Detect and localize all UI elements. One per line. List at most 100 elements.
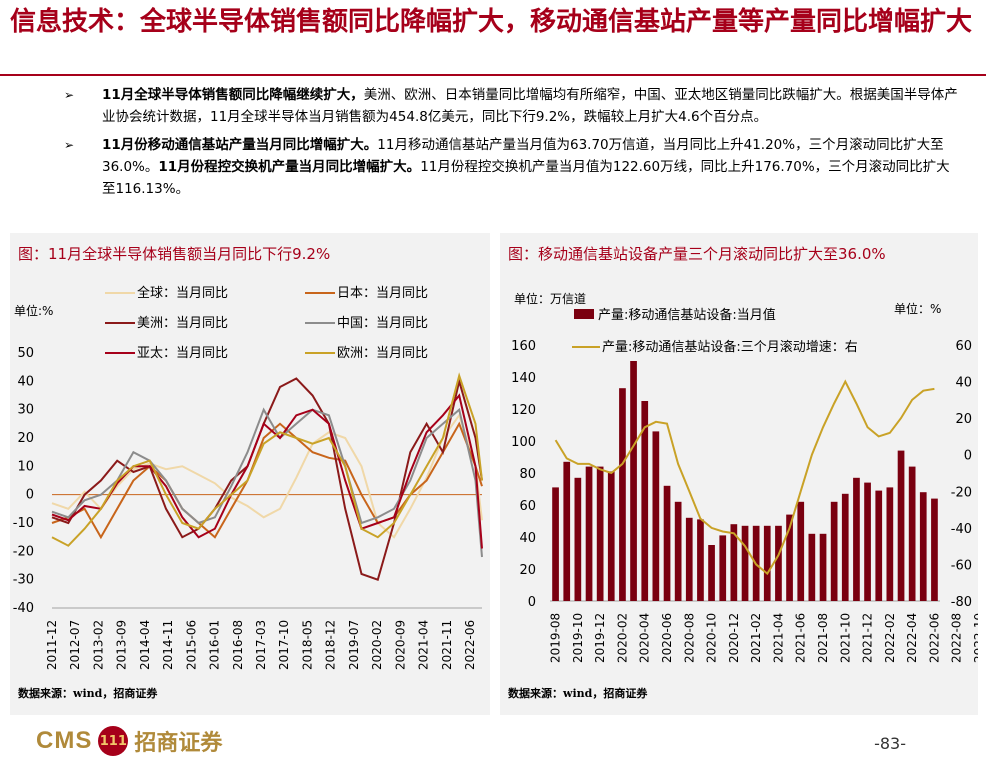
- chart-panel-basestation: 图：移动通信基站设备产量三个月滚动同比扩大至36.0% 单位：万信道 单位：% 16…: [500, 233, 978, 715]
- bar: [763, 525, 771, 601]
- x-tick-label: 2022-06: [463, 620, 477, 670]
- bar: [663, 485, 671, 601]
- title-rule: [0, 74, 986, 76]
- y-right-tick-label: 20: [955, 412, 972, 427]
- series-line: [554, 379, 935, 576]
- y-right-tick-label: -20: [951, 485, 972, 500]
- x-tick-label: 2020-02: [370, 620, 384, 670]
- bullet-list: ➢ 11月全球半导体销售额同比降幅继续扩大，美洲、欧洲、日本销量同比增幅均有所缩…: [62, 84, 962, 206]
- chart-panel-semiconductor: 图：11月全球半导体销售额当月同比下行9.2% 单位:% 50 40 30 20 10 0 -…: [10, 233, 490, 715]
- y-tick-label: 30: [17, 403, 34, 418]
- x-tick-label: 2015-06: [184, 620, 198, 670]
- bar: [607, 471, 615, 601]
- bullet-1-text: 美洲、欧洲、日本销量同比增幅均有所缩窄，中国、亚太地区销量同比跌幅扩大。根据美国…: [102, 87, 958, 125]
- x-tick-label: 2022-10: [972, 613, 978, 663]
- y-left-tick-label: 0: [528, 595, 536, 610]
- slide-title: 信息技术：全球半导体销售额同比降幅扩大，移动通信基站产量等产量同比增幅扩大: [10, 7, 973, 37]
- bullet-2-bold: 11月份移动通信基站产量当月同比增幅扩大。: [102, 137, 378, 153]
- x-tick-label: 2012-07: [68, 620, 82, 670]
- series-line: [51, 377, 483, 581]
- bar: [775, 525, 782, 601]
- y-tick-label: 40: [17, 374, 34, 389]
- x-tick-label: 2020-08: [682, 613, 696, 663]
- bar: [886, 487, 894, 601]
- bar: [919, 492, 927, 601]
- legend-label: 美洲：当月同比: [137, 316, 228, 331]
- legend-label: 全球：当月同比: [137, 285, 228, 301]
- y-right-tick-label: 0: [964, 449, 972, 464]
- bar: [908, 466, 916, 601]
- x-tick-label: 2019-10: [571, 613, 585, 663]
- x-tick-label: 2021-12: [861, 613, 875, 663]
- bullet-1-bold: 11月全球半导体销售额同比降幅继续扩大，: [102, 87, 364, 103]
- bar: [685, 517, 693, 601]
- chart-title: 图：11月全球半导体销售额当月同比下行9.2%: [18, 245, 331, 263]
- x-tick-label: 2013-09: [115, 620, 129, 670]
- x-tick-label: 2021-04: [771, 613, 785, 663]
- x-tick-label: 2021-08: [816, 613, 830, 663]
- y-tick-label: 50: [17, 346, 34, 361]
- y-right-tick-label: -60: [951, 558, 972, 573]
- bar: [819, 533, 827, 601]
- bar: [552, 487, 559, 601]
- y-right-tick-label: 60: [955, 339, 972, 354]
- series-line: [51, 372, 483, 547]
- broker-name: 招商证券: [134, 730, 223, 756]
- bar: [931, 498, 938, 601]
- bar: [897, 450, 905, 601]
- y-right-unit: 单位：%: [894, 301, 941, 316]
- bar: [630, 361, 637, 601]
- y-right-tick-label: 40: [955, 376, 972, 391]
- bullet-item-1: ➢ 11月全球半导体销售额同比降幅继续扩大，美洲、欧洲、日本销量同比增幅均有所缩…: [62, 84, 962, 128]
- y-left-tick-label: 20: [519, 563, 536, 578]
- x-tick-label: 2019-08: [549, 613, 563, 663]
- bar: [619, 388, 626, 601]
- series-line: [51, 413, 483, 539]
- x-tick-label: 2020-02: [615, 613, 629, 663]
- y-tick-label: 10: [17, 459, 34, 474]
- bar: [708, 545, 715, 601]
- bar: [830, 501, 838, 601]
- bar: [808, 533, 816, 601]
- bar: [786, 514, 793, 601]
- bar: [641, 401, 649, 601]
- legend-label: 亚太：当月同比: [137, 346, 228, 361]
- y-left-tick-label: 60: [519, 499, 536, 514]
- chart-source: 数据来源：wind，招商证券: [508, 687, 648, 700]
- page-number: -83-: [874, 734, 906, 753]
- bar: [864, 482, 871, 601]
- footer-logo: CMS 111 招商证券: [36, 725, 222, 757]
- bar: [574, 477, 582, 601]
- x-tick-label: 2016-01: [208, 620, 222, 670]
- broker-logo-icon: 111: [98, 726, 129, 756]
- bar: [697, 519, 704, 601]
- x-tick-label: 2011-12: [45, 620, 59, 670]
- chart-title: 图：移动通信基站设备产量三个月滚动同比扩大至36.0%: [508, 245, 886, 263]
- legend-label: 欧洲：当月同比: [337, 346, 428, 361]
- x-tick-label: 2020-12: [727, 613, 741, 663]
- y-tick-label: -20: [13, 544, 34, 559]
- x-tick-label: 2020-09: [393, 620, 407, 670]
- y-right-tick-label: -80: [951, 595, 972, 610]
- y-left-tick-label: 100: [511, 435, 536, 450]
- x-tick-label: 2014-11: [161, 620, 175, 670]
- bar: [797, 501, 805, 601]
- y-tick-label: -30: [13, 573, 34, 588]
- y-left-tick-label: 160: [511, 339, 536, 354]
- x-tick-label: 2022-06: [927, 613, 941, 663]
- bar: [596, 466, 604, 601]
- bar: [741, 525, 749, 601]
- y-tick-label: 0: [26, 488, 34, 503]
- x-tick-label: 2019-12: [593, 613, 607, 663]
- x-tick-label: 2018-05: [300, 620, 314, 670]
- chart-source: 数据来源：wind，招商证券: [18, 687, 158, 700]
- y-tick-label: -10: [13, 516, 34, 531]
- x-tick-label: 2016-08: [231, 620, 245, 670]
- bar: [841, 493, 849, 601]
- bullet-2-bold2: 11月份程控交换机产量当月同比增幅扩大。: [158, 159, 421, 175]
- arrow-icon: ➢: [64, 88, 75, 102]
- legend-swatch: [574, 309, 594, 319]
- x-tick-label: 2014-04: [138, 620, 152, 670]
- x-tick-label: 2017-10: [277, 620, 291, 670]
- y-tick-label: 20: [17, 431, 34, 446]
